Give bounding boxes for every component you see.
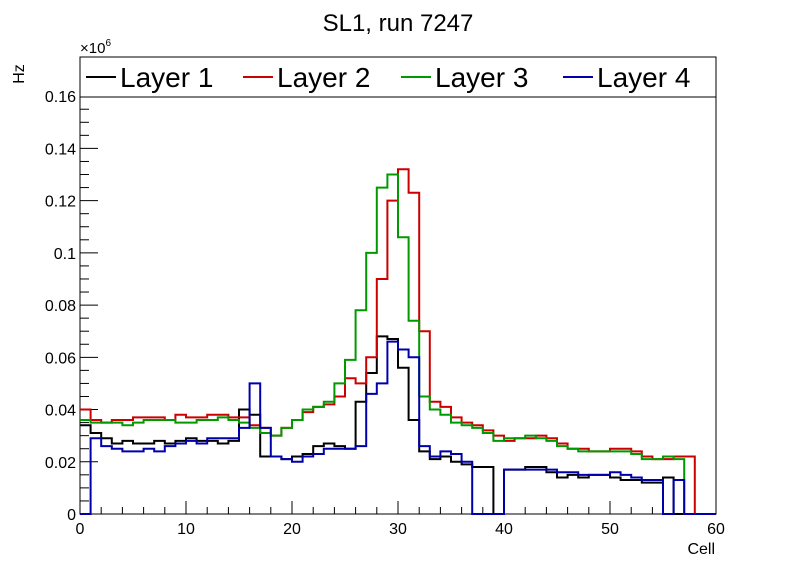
plot-area: 0 10 20 30 40 50 60 0 0.02 0.04 0.06 0.08 0.1 0.12 0.1… [45,56,725,538]
y-tick-label: 0.14 [45,141,76,158]
x-tick-label: 40 [495,521,513,538]
y-exponent-power: 6 [105,38,111,49]
y-tick-label: 0.16 [45,89,76,106]
y-tick-label: 0 [67,507,76,524]
legend-label-4: Layer 4 [597,62,690,93]
y-tick-label: 0.08 [45,298,76,315]
x-tick-label: 30 [389,521,407,538]
legend-label-3: Layer 3 [435,62,528,93]
legend: Layer 1 Layer 2 Layer 3 Layer 4 [79,56,717,98]
x-tick-label: 50 [601,521,619,538]
x-axis-label: Cell [687,541,715,558]
series-line-4 [80,340,716,515]
x-tick-label: 60 [707,521,725,538]
legend-label-2: Layer 2 [277,62,370,93]
y-exponent-label: ×106 [80,38,111,57]
legend-box [79,56,717,98]
series-line-3 [80,173,716,515]
legend-label-1: Layer 1 [120,62,213,93]
y-tick-label: 0.12 [45,194,76,211]
y-tick-label: 0.06 [45,350,76,367]
y-exponent-base: ×10 [80,40,105,57]
x-tick-label: 10 [177,521,195,538]
x-tick-label: 20 [283,521,301,538]
y-tick-label: 0.04 [45,403,76,420]
chart-title: SL1, run 7247 [323,10,474,37]
x-tick-label: 0 [76,521,85,538]
y-tick-label: 0.02 [45,455,76,472]
y-tick-label: 0.1 [54,246,76,263]
series-line-1 [80,335,716,515]
y-axis-label: Hz [11,64,28,84]
